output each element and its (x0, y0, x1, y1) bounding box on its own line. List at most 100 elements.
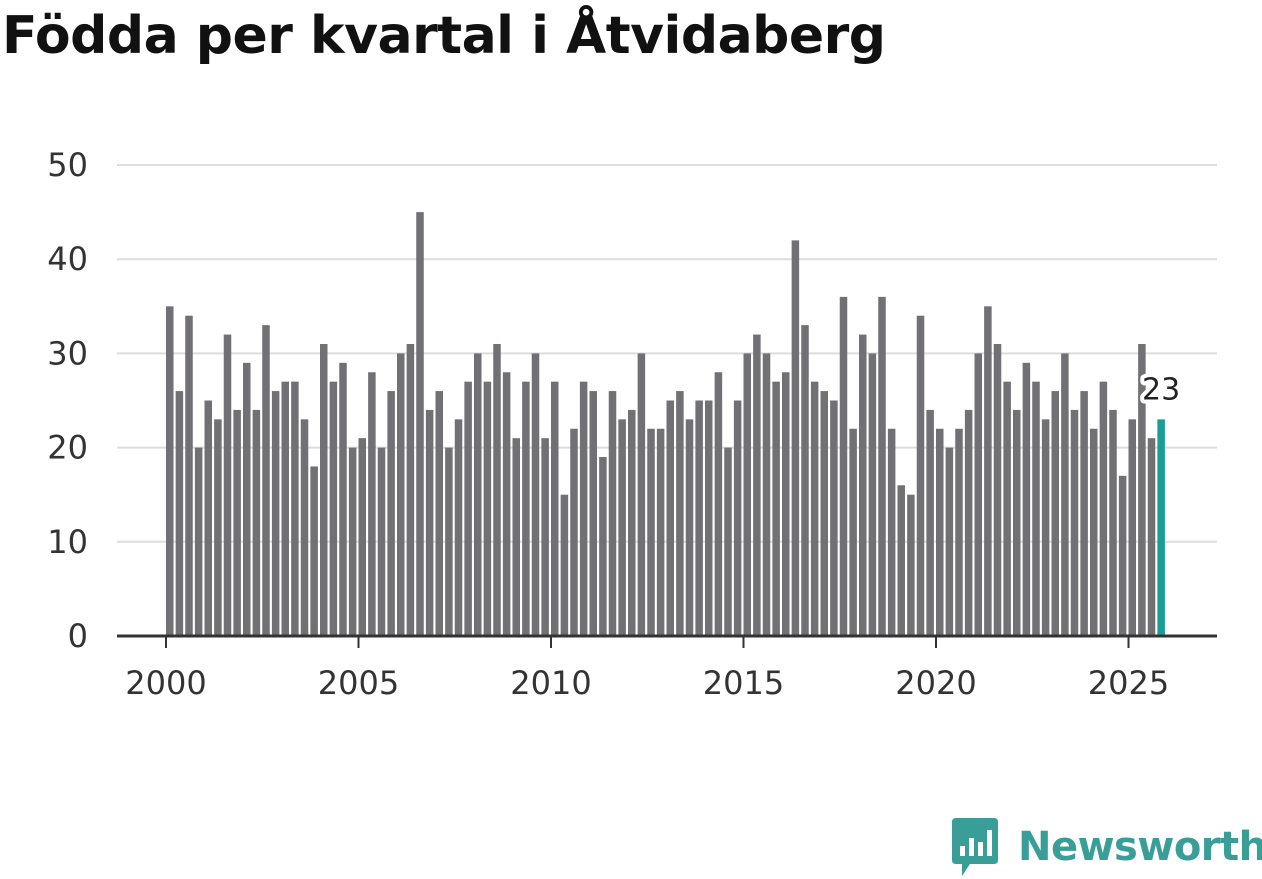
bar (166, 306, 174, 636)
bar (1070, 409, 1079, 636)
bar (887, 428, 896, 636)
bar (560, 494, 569, 636)
bar (993, 343, 1002, 636)
bar (348, 447, 357, 636)
bar (1003, 381, 1011, 636)
x-tick-label: 2015 (703, 664, 784, 702)
bar (397, 353, 405, 636)
bar (772, 381, 780, 636)
bar (984, 306, 992, 636)
x-tick-label: 2005 (318, 664, 399, 702)
bar (897, 485, 906, 636)
bar (185, 315, 193, 636)
bar (271, 391, 280, 636)
bar (445, 447, 453, 636)
bar (955, 428, 963, 636)
bar (974, 353, 983, 636)
bar (358, 438, 367, 636)
bar (531, 353, 540, 636)
bar (868, 353, 877, 636)
bar (839, 296, 848, 636)
bar (743, 353, 752, 636)
bar (782, 372, 790, 636)
bar (454, 419, 463, 636)
bar (926, 409, 934, 636)
bar (1147, 438, 1156, 636)
bar (820, 391, 829, 636)
bar (579, 381, 588, 636)
bar (320, 343, 328, 636)
bar (945, 447, 954, 636)
bar (310, 466, 318, 636)
bar (1041, 419, 1050, 636)
bar (878, 296, 886, 636)
y-tick-label: 0 (68, 617, 88, 655)
bar (753, 334, 761, 636)
highlight-value-label: 23 (1142, 372, 1180, 407)
bar (618, 419, 626, 636)
bar (204, 400, 213, 636)
bar (474, 353, 482, 636)
bar (608, 391, 617, 636)
bar (281, 381, 290, 636)
y-tick-label: 40 (47, 240, 88, 278)
y-tick-label: 50 (47, 146, 88, 184)
bar (233, 409, 241, 636)
bar (1051, 391, 1060, 636)
y-tick-label: 10 (47, 523, 88, 561)
bar (964, 409, 973, 636)
bar (387, 391, 395, 636)
bar (541, 438, 549, 636)
bar (714, 372, 723, 636)
data-labels: 23 (1138, 368, 1184, 411)
bar (194, 447, 203, 636)
bar-highlight (1157, 419, 1165, 636)
bar (435, 391, 444, 636)
newsworthy-logo-icon (952, 818, 998, 876)
bar (666, 400, 675, 636)
bar (175, 391, 184, 636)
bar (1099, 381, 1108, 636)
bars (166, 212, 1165, 637)
x-tick-label: 2000 (125, 664, 206, 702)
bar (1013, 409, 1021, 636)
bar (425, 409, 434, 636)
bar (733, 400, 742, 636)
bar (705, 400, 713, 636)
y-tick-label: 20 (47, 429, 88, 467)
bar (1080, 391, 1088, 636)
bar (502, 372, 511, 636)
bar (243, 362, 251, 636)
bar (676, 391, 684, 636)
bar (416, 212, 424, 636)
bar (1128, 419, 1137, 636)
bar (791, 240, 800, 637)
bar (406, 343, 415, 636)
x-tick-label: 2025 (1088, 664, 1169, 702)
brand-name: Newsworthy (1018, 824, 1262, 870)
bar (214, 419, 222, 636)
bar (329, 381, 338, 636)
bar (762, 353, 771, 636)
bar (570, 428, 578, 636)
bar (464, 381, 472, 636)
bar (849, 428, 857, 636)
bar (1118, 475, 1127, 636)
bar (1061, 353, 1069, 636)
bar (483, 381, 492, 636)
bar (493, 343, 501, 636)
bar (589, 391, 598, 636)
bar (300, 419, 309, 636)
bar (522, 381, 530, 636)
x-tick-label: 2010 (510, 664, 591, 702)
bar (512, 438, 521, 636)
bar (1090, 428, 1098, 636)
bar (368, 372, 376, 636)
bar (647, 428, 655, 636)
bar (685, 419, 694, 636)
bar (291, 381, 299, 636)
bar (859, 334, 867, 636)
bar (810, 381, 819, 636)
x-tick-label: 2020 (895, 664, 976, 702)
